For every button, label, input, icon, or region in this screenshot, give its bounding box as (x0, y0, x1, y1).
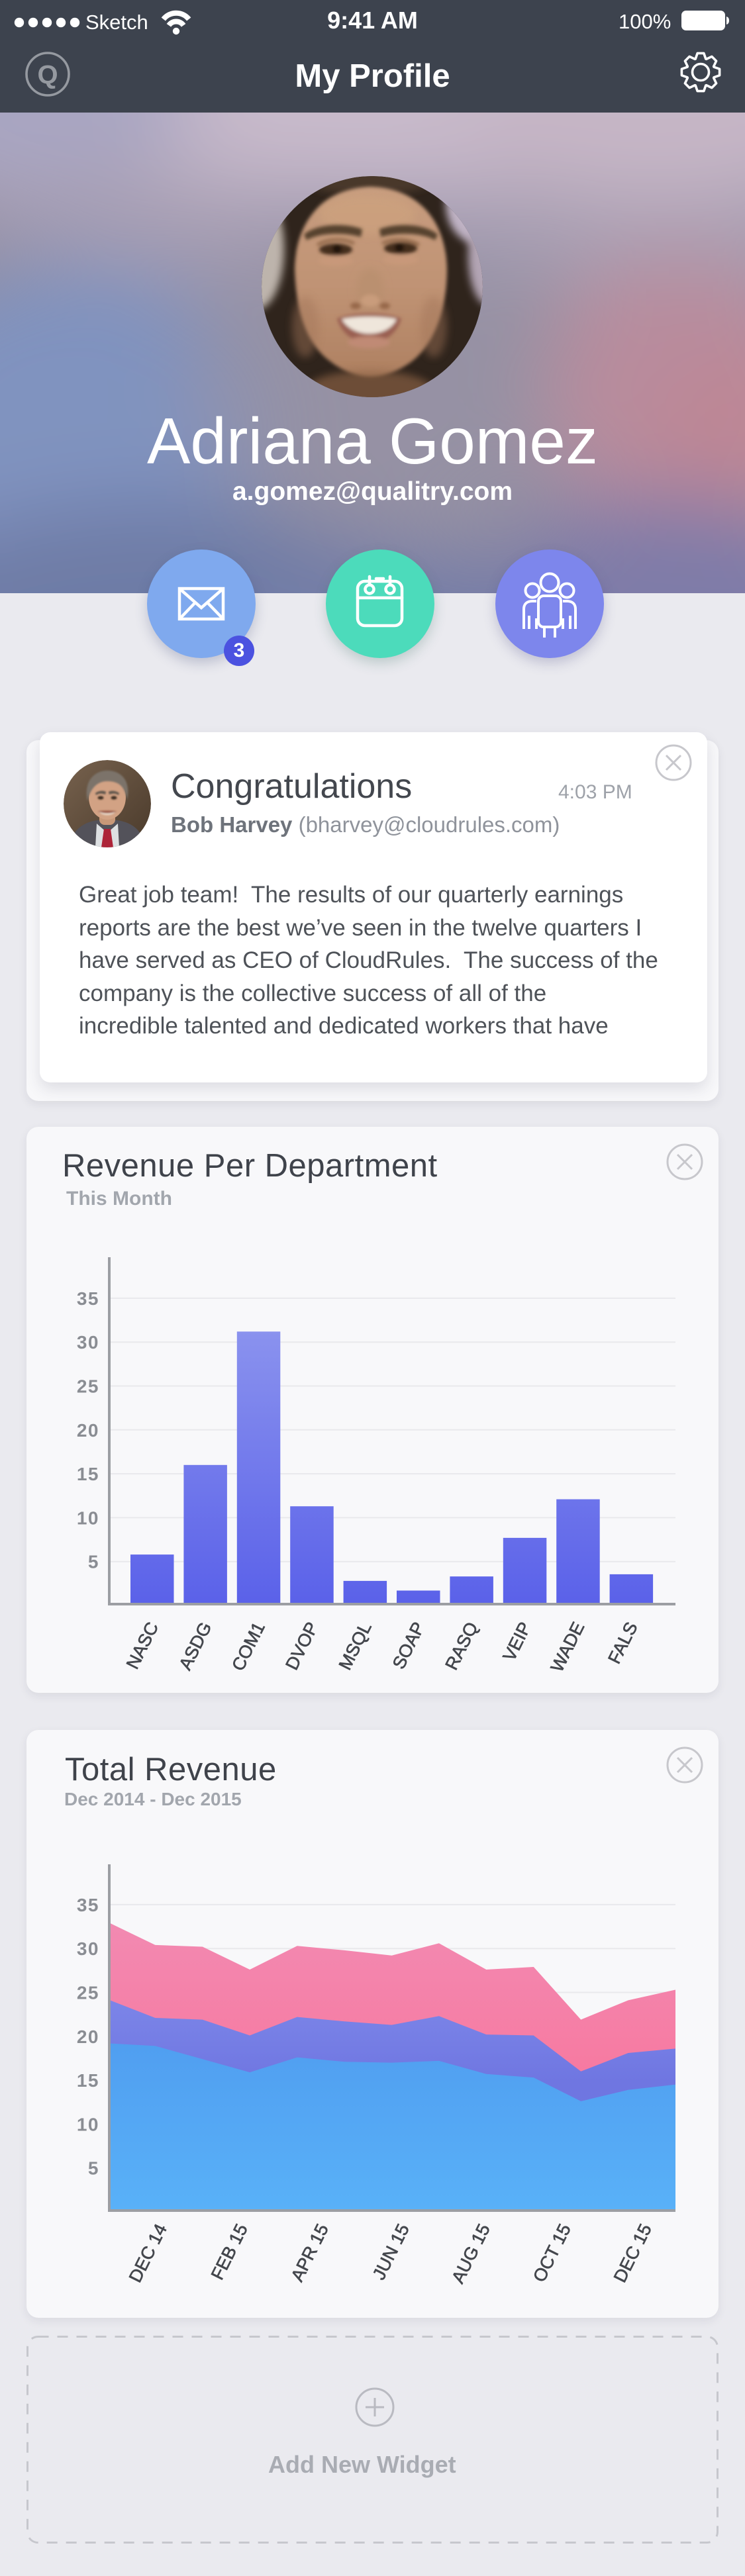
svg-text:DEC 15: DEC 15 (610, 2220, 656, 2285)
svg-text:30: 30 (77, 1332, 99, 1353)
svg-text:35: 35 (77, 1895, 99, 1915)
svg-text:AUG 15: AUG 15 (448, 2220, 494, 2286)
svg-text:35: 35 (77, 1288, 99, 1309)
svg-text:OCT 15: OCT 15 (529, 2220, 575, 2285)
svg-text:30: 30 (77, 1938, 99, 1959)
svg-text:JUN 15: JUN 15 (369, 2220, 413, 2283)
svg-text:15: 15 (77, 2070, 99, 2091)
svg-text:20: 20 (77, 2027, 99, 2047)
svg-text:25: 25 (77, 1983, 99, 2003)
svg-text:10: 10 (77, 1507, 99, 1528)
svg-text:5: 5 (88, 1552, 99, 1572)
svg-text:DEC 14: DEC 14 (125, 2220, 171, 2285)
svg-text:20: 20 (77, 1420, 99, 1441)
svg-text:10: 10 (77, 2114, 99, 2134)
svg-text:15: 15 (77, 1464, 99, 1484)
svg-text:FEB 15: FEB 15 (207, 2220, 252, 2283)
svg-text:Q: Q (37, 60, 58, 89)
svg-text:APR 15: APR 15 (287, 2220, 332, 2285)
svg-text:5: 5 (88, 2158, 99, 2179)
svg-text:25: 25 (77, 1376, 99, 1397)
